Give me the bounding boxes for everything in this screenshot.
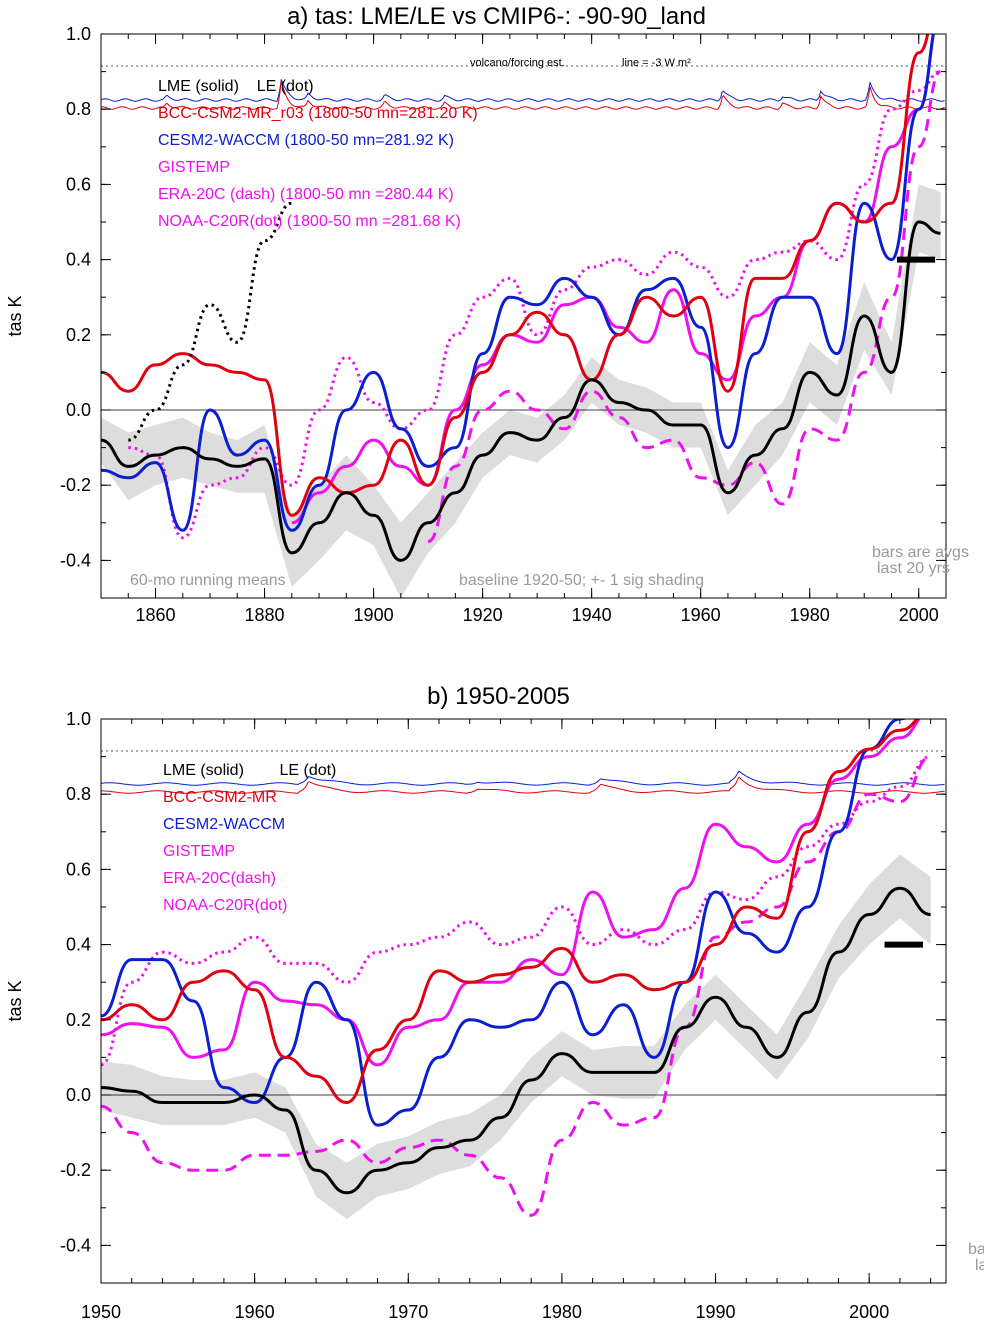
panel-b-timeseries: -0.4 -0.2 0.0 0.2 0.4 0.6 0.8 1.0 1950 1960 1970 19… — [5, 683, 984, 1322]
series-line — [101, 34, 930, 517]
x-tick-label: 1980 — [542, 1302, 582, 1322]
y-tick-label: 0.8 — [66, 99, 91, 119]
y-tick-label: 0.4 — [66, 250, 91, 270]
x-tick-label: 1940 — [572, 605, 612, 625]
x-tick-label: 1860 — [135, 605, 175, 625]
y-tick-label: 0.0 — [66, 1085, 91, 1105]
volcano-forcing-trace — [101, 776, 945, 794]
volcano-forcing-trace — [101, 81, 945, 110]
volcano-forcing-trace — [101, 770, 945, 786]
x-tick-label: 1950 — [81, 1302, 121, 1322]
x-tick-label: 2000 — [899, 605, 939, 625]
legend-entry: CESM2-WACCM (1800-50 mn=281.92 K) — [158, 132, 454, 149]
panel-a-timeseries: -0.4 -0.2 0.0 0.2 0.4 0.6 0.8 1.0 1860 1880 1900 19… — [5, 3, 969, 625]
series-line — [101, 886, 931, 1195]
series-bcc-csm2-mr — [101, 719, 919, 1104]
series-lme — [101, 220, 941, 562]
x-tick-label: 1980 — [790, 605, 830, 625]
series-line — [101, 719, 921, 1067]
series-era-20c — [427, 70, 942, 544]
chart-title: a) tas: LME/LE vs CMIP6-: -90-90_land — [287, 3, 706, 30]
bars-note: ba — [968, 1241, 984, 1258]
x-tick-label: 2000 — [849, 1302, 889, 1322]
x-tick-label: 1880 — [245, 605, 285, 625]
forcing-line-label: line = -3 W m² — [622, 57, 691, 69]
volcano-label: volcano/forcing est. — [470, 57, 565, 69]
y-tick-label: 1.0 — [66, 709, 91, 729]
legend-entry: CESM2-WACCM — [163, 816, 285, 833]
y-axis-label: tas K — [5, 295, 25, 336]
x-tick-label: 1990 — [696, 1302, 736, 1322]
x-tick-label: 1920 — [463, 605, 503, 625]
series-line — [127, 201, 293, 442]
y-tick-label: 1.0 — [66, 24, 91, 44]
y-axis-label: tas K — [5, 980, 25, 1021]
y-tick-label: 0.4 — [66, 935, 91, 955]
y-tick-label: 0.6 — [66, 859, 91, 879]
bars-note: bars are avgs — [872, 544, 969, 561]
y-tick-label: 0.8 — [66, 784, 91, 804]
y-tick-label: 0.6 — [66, 174, 91, 194]
series-line — [101, 719, 907, 1127]
series-line — [101, 34, 935, 532]
plot-area — [101, 719, 946, 1220]
y-tick-label: 0.2 — [66, 325, 91, 345]
y-tick-label: -0.2 — [60, 1160, 91, 1180]
series-cesm2-waccm — [101, 34, 935, 532]
series-le — [127, 201, 293, 442]
y-tick-label: -0.4 — [60, 1235, 91, 1255]
series-line — [101, 755, 932, 1217]
x-tick-label: 1960 — [681, 605, 721, 625]
x-tick-label: 1970 — [388, 1302, 428, 1322]
legend-entry: ERA-20C(dash) — [163, 870, 276, 887]
axes-frame — [100, 33, 947, 599]
legend-entry: NOAA-C20R(dot) — [163, 897, 287, 914]
series-line — [427, 70, 942, 544]
legend-entry: GISTEMP — [163, 843, 235, 860]
series-cesm2-waccm — [101, 719, 907, 1127]
y-tick-label: -0.2 — [60, 475, 91, 495]
bars-note-2: last 20 yrs — [877, 560, 950, 577]
series-line — [101, 719, 919, 1104]
lme-spread-band — [101, 184, 941, 598]
y-tick-label: 0.0 — [66, 400, 91, 420]
legend-entry: BCC-CSM2-MR — [163, 789, 277, 806]
x-tick-label: 1900 — [354, 605, 394, 625]
series-gistemp — [101, 719, 921, 1067]
chart-title: b) 1950-2005 — [427, 683, 570, 710]
baseline-note: baseline 1920-50; +- 1 sig shading — [459, 572, 704, 589]
series-line — [101, 755, 931, 1067]
running-mean-note: 60-mo running means — [130, 572, 286, 589]
series-line — [101, 220, 941, 562]
plot-area — [101, 34, 946, 598]
lme-spread-band — [101, 854, 931, 1220]
legend-entry: NOAA-C20R(dot) (1800-50 mn =281.68 K) — [158, 213, 461, 230]
x-tick-label: 1960 — [235, 1302, 275, 1322]
series-noaa-c20r — [101, 755, 931, 1067]
legend-entry: LME (solid) LE (dot) — [158, 78, 314, 95]
series-lme — [101, 886, 931, 1195]
series-era-20c — [101, 755, 932, 1217]
legend-entry: LME (solid) LE (dot) — [163, 762, 336, 779]
y-tick-label: 0.2 — [66, 1010, 91, 1030]
series-line — [291, 34, 935, 525]
axes-frame — [100, 718, 947, 1284]
series-bcc-csm2-mr-r03 — [101, 34, 930, 517]
bars-note-2: la — [975, 1257, 984, 1274]
legend-entry: ERA-20C (dash) (1800-50 mn =280.44 K) — [158, 186, 454, 203]
y-tick-label: -0.4 — [60, 550, 91, 570]
legend-entry: BCC-CSM2-MR_r03 (1800-50 mn=281.20 K) — [158, 105, 478, 122]
legend-entry: GISTEMP — [158, 159, 230, 176]
volcano-forcing-trace — [101, 79, 945, 102]
